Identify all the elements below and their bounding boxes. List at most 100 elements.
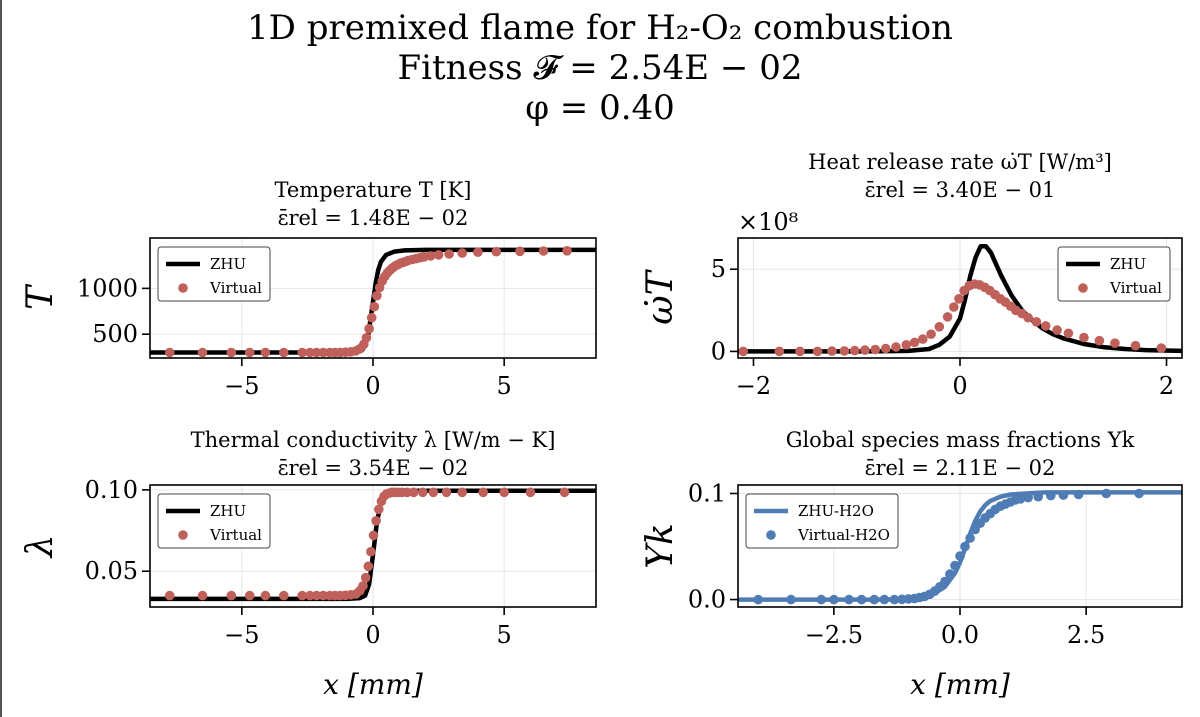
data-point	[909, 337, 920, 348]
panel-title-line: Thermal conductivity λ [W/m − K]	[191, 428, 556, 452]
data-point	[374, 504, 384, 515]
x-tick-label: 2	[1159, 372, 1174, 400]
data-point	[786, 594, 796, 605]
data-point	[812, 346, 823, 357]
data-point	[1101, 488, 1112, 499]
data-point	[880, 343, 891, 354]
data-point	[473, 247, 483, 257]
legend: ZHU Virtual	[1057, 246, 1171, 302]
data-point	[369, 301, 380, 312]
legend-entry-label: Virtual-H2O	[797, 526, 890, 544]
legend-marker-swatch	[1078, 283, 1088, 293]
suptitle-line-3: φ = 0.40	[525, 88, 675, 128]
data-point	[1073, 489, 1084, 500]
data-point	[444, 249, 454, 259]
x-tick-label: 0	[952, 372, 967, 400]
data-point	[870, 344, 881, 355]
x-tick-label: 5	[497, 372, 512, 400]
x-tick-label: −5	[224, 372, 259, 400]
data-point	[366, 546, 376, 557]
legend-box	[745, 493, 899, 549]
data-point	[360, 572, 371, 583]
data-point	[408, 487, 419, 498]
data-point	[1134, 488, 1144, 499]
data-point	[816, 594, 827, 605]
data-point	[774, 346, 785, 357]
data-point	[164, 590, 175, 601]
data-point	[441, 487, 452, 498]
data-point	[942, 312, 953, 322]
data-point	[954, 294, 964, 304]
data-point	[1094, 335, 1105, 346]
data-point	[433, 250, 444, 260]
series-group	[150, 487, 596, 602]
legend-entry-label: Virtual	[1109, 279, 1162, 297]
data-point	[363, 561, 374, 572]
data-point	[428, 487, 439, 498]
chart-panel-3: −5 0 5 0.05 0.10 Thermal conductivity λ [W/m …	[20, 428, 597, 701]
x-tick-label: −2.5	[805, 621, 863, 649]
y-axis-label: ω̇T	[640, 268, 681, 324]
y-tick-label: 0.1	[688, 479, 726, 507]
legend-marker-swatch	[178, 283, 188, 293]
data-point	[869, 594, 879, 605]
legend-entry-label: ZHU-H2O	[798, 502, 874, 520]
x-axis-label: x [mm]	[323, 668, 423, 701]
data-point	[366, 312, 377, 323]
data-point	[879, 594, 890, 605]
data-point	[311, 590, 322, 601]
legend-entry-label: ZHU	[210, 255, 246, 273]
data-point	[368, 530, 379, 541]
chart-panel-2: −2 0 2 0 5 Heat release rate ω̇T [W/m³] ε̄rel …	[640, 150, 1183, 400]
data-point	[1058, 490, 1069, 500]
data-point	[559, 487, 570, 498]
legend: ZHU-H2O Virtual-H2O	[745, 493, 899, 549]
series-group	[738, 488, 1182, 605]
data-point	[918, 334, 928, 344]
legend-marker-swatch	[178, 530, 188, 540]
data-point	[515, 246, 525, 257]
panel-title-line: ε̄rel = 3.54E − 02	[278, 456, 469, 480]
x-tick-label: 0	[365, 372, 380, 400]
data-point	[297, 590, 308, 601]
panel-title-line: Heat release rate ω̇T [W/m³]	[808, 150, 1112, 174]
chart-panel-1: −5 0 5 500 1000 Temperature T [K] ε̄rel = 1.48…	[20, 178, 597, 400]
chart-panel-4: −2.5 0.0 2.5 0.0 0.1 Global species mass frac…	[640, 428, 1183, 701]
data-point	[1040, 321, 1051, 331]
data-point	[1031, 317, 1042, 327]
data-point	[478, 487, 489, 498]
data-point	[926, 329, 936, 340]
data-point	[226, 347, 237, 358]
series-group	[738, 243, 1182, 357]
data-point	[934, 322, 945, 332]
data-point	[538, 246, 549, 256]
x-axis-label: x [mm]	[910, 668, 1010, 701]
series-line-zhu	[738, 243, 1182, 354]
suptitle-line-1: 1D premixed flame for H₂-O₂ combustion	[247, 8, 953, 48]
data-point	[889, 594, 900, 605]
data-point	[1015, 494, 1026, 504]
data-point	[244, 347, 255, 358]
panel-title-line: ε̄rel = 1.48E − 02	[278, 206, 469, 230]
data-point	[297, 347, 308, 358]
x-tick-label: −2	[736, 372, 771, 400]
suptitle-line-2: Fitness 𝓕 = 2.54E − 02	[397, 48, 803, 88]
data-point	[1023, 492, 1033, 503]
legend-marker-swatch	[766, 530, 776, 540]
data-point	[260, 347, 271, 358]
data-point	[358, 581, 368, 591]
x-tick-label: 5	[497, 621, 512, 649]
series-group	[150, 246, 596, 358]
legend-entry-label: ZHU	[1110, 255, 1146, 273]
data-point	[279, 347, 289, 358]
y-tick-label: 0	[711, 337, 726, 365]
y-axis-label: T	[20, 283, 61, 310]
y-tick-label: 0.10	[85, 476, 138, 504]
x-tick-label: 0.0	[941, 621, 979, 649]
data-point	[1023, 312, 1033, 323]
y-axis-label: λ	[20, 535, 61, 560]
y-tick-label: 0.0	[688, 586, 726, 614]
data-point	[949, 302, 959, 312]
data-point	[499, 487, 510, 498]
data-point	[1130, 340, 1141, 351]
